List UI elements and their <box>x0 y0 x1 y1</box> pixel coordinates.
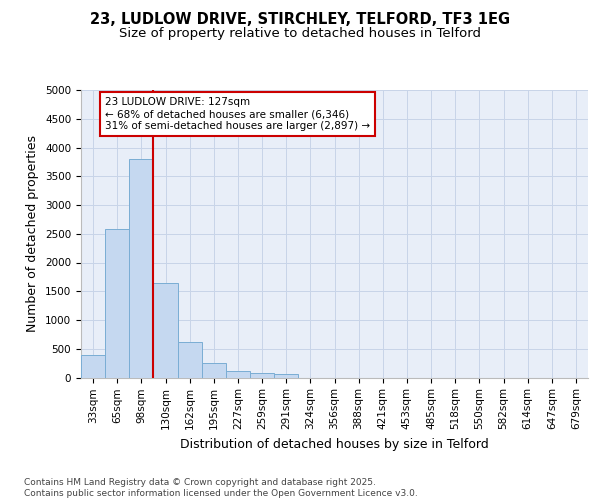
Bar <box>105 229 129 378</box>
Y-axis label: Number of detached properties: Number of detached properties <box>26 135 40 332</box>
Text: Size of property relative to detached houses in Telford: Size of property relative to detached ho… <box>119 28 481 40</box>
Bar <box>274 374 298 378</box>
X-axis label: Distribution of detached houses by size in Telford: Distribution of detached houses by size … <box>180 438 489 450</box>
Bar <box>178 342 202 378</box>
Bar <box>202 363 226 378</box>
Text: Contains HM Land Registry data © Crown copyright and database right 2025.
Contai: Contains HM Land Registry data © Crown c… <box>24 478 418 498</box>
Bar <box>154 282 178 378</box>
Text: 23 LUDLOW DRIVE: 127sqm
← 68% of detached houses are smaller (6,346)
31% of semi: 23 LUDLOW DRIVE: 127sqm ← 68% of detache… <box>105 98 370 130</box>
Bar <box>250 373 274 378</box>
Bar <box>129 159 154 378</box>
Text: 23, LUDLOW DRIVE, STIRCHLEY, TELFORD, TF3 1EG: 23, LUDLOW DRIVE, STIRCHLEY, TELFORD, TF… <box>90 12 510 28</box>
Bar <box>226 370 250 378</box>
Bar <box>81 354 105 378</box>
